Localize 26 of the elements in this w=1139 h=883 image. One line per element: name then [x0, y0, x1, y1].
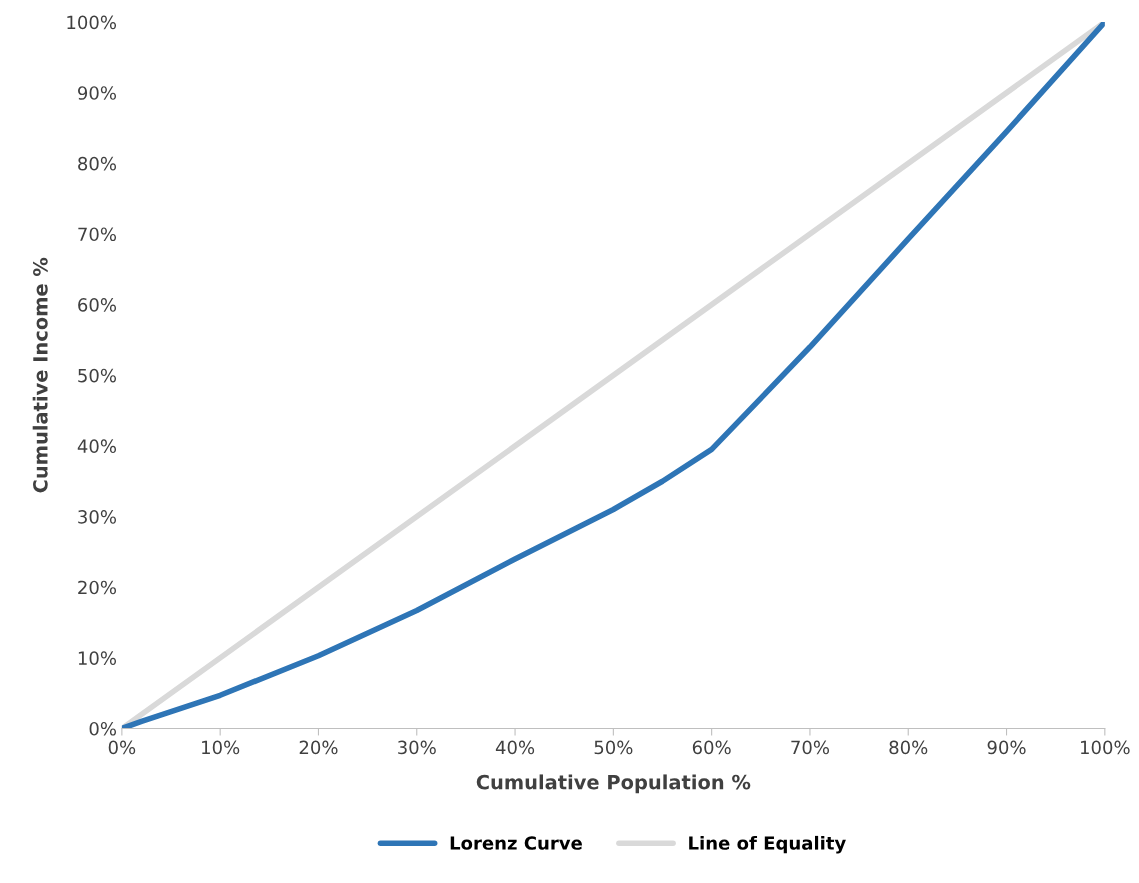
x-tick-label: 30% — [398, 740, 436, 755]
y-tick-label: 70% — [78, 227, 117, 242]
x-tick-label: 50% — [594, 740, 633, 755]
y-tick-label: 10% — [78, 651, 117, 665]
y-tick-label: 40% — [77, 439, 117, 454]
y-tick-label: 0% — [89, 721, 117, 736]
x-tick-label: 40% — [495, 740, 535, 755]
x-axis-title: Cumulative Population % — [476, 774, 751, 794]
y-tick-label: 80% — [78, 156, 117, 171]
x-tick-label: 20% — [299, 740, 338, 755]
y-tick-label: 50% — [78, 368, 117, 383]
y-axis-title: Cumulative Income % — [32, 257, 48, 493]
x-tick-label: 100% — [1081, 740, 1130, 755]
x-tick-label: 90% — [987, 740, 1026, 755]
x-tick-label: 0% — [108, 740, 136, 755]
y-tick-label: 20% — [78, 580, 117, 595]
x-tick-label: 60% — [692, 740, 731, 755]
legend-label: Lorenz Curve — [450, 836, 582, 850]
y-tick-label: 30% — [78, 510, 117, 524]
x-tick-label: 80% — [889, 740, 928, 755]
y-tick-label: 60% — [78, 298, 117, 312]
y-tick-label: 90% — [78, 86, 117, 100]
y-tick-label: 100% — [67, 15, 117, 30]
x-tick-label: 70% — [791, 740, 830, 755]
x-tick-label: 10% — [202, 740, 240, 755]
legend-label: Line of Equality — [689, 835, 846, 854]
